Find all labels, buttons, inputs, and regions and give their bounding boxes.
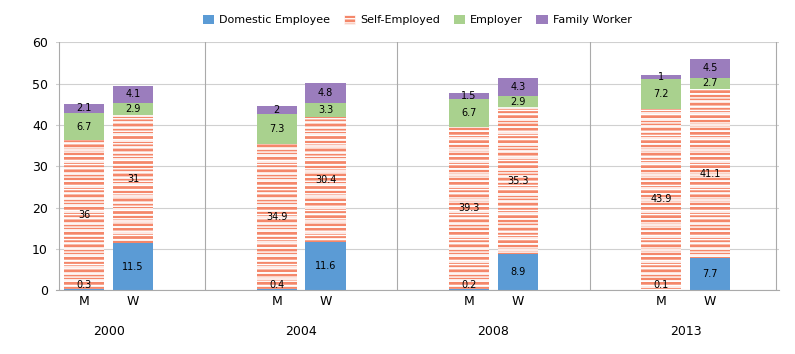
Text: 6.7: 6.7	[461, 108, 477, 118]
Text: 2.1: 2.1	[76, 103, 92, 113]
Bar	[305, 84, 346, 103]
Text: 0.3: 0.3	[77, 280, 92, 290]
Bar	[257, 289, 297, 290]
Bar	[257, 106, 297, 114]
Text: 2004: 2004	[285, 325, 317, 338]
Text: 0.2: 0.2	[461, 280, 477, 290]
Bar	[113, 243, 153, 290]
Bar	[305, 103, 346, 117]
Bar	[113, 115, 153, 243]
Text: 30.4: 30.4	[315, 175, 336, 184]
Bar	[113, 86, 153, 103]
Text: 2: 2	[273, 105, 280, 115]
Text: 4.1: 4.1	[126, 89, 141, 99]
Bar	[642, 75, 681, 79]
Bar	[498, 253, 538, 290]
Text: 0.1: 0.1	[653, 280, 669, 290]
Text: 11.6: 11.6	[315, 261, 336, 271]
Bar	[257, 114, 297, 144]
Text: 2.9: 2.9	[126, 104, 141, 114]
Text: 3.3: 3.3	[318, 105, 333, 115]
Text: 2000: 2000	[93, 325, 125, 338]
Bar	[113, 103, 153, 115]
Bar	[305, 117, 346, 242]
Text: 4.5: 4.5	[703, 63, 718, 73]
Bar	[449, 93, 489, 99]
Bar	[642, 79, 681, 109]
Text: 43.9: 43.9	[651, 194, 672, 204]
Bar	[498, 78, 538, 96]
Text: 7.7: 7.7	[703, 269, 718, 279]
Bar	[690, 258, 731, 290]
Bar	[449, 99, 489, 127]
Text: 11.5: 11.5	[122, 262, 144, 272]
Text: 4.3: 4.3	[510, 82, 525, 92]
Text: 34.9: 34.9	[266, 212, 287, 222]
Bar	[64, 289, 104, 290]
Text: 2.7: 2.7	[703, 78, 718, 88]
Text: 0.4: 0.4	[269, 280, 285, 290]
Bar	[449, 127, 489, 290]
Bar	[690, 78, 731, 89]
Bar	[642, 109, 681, 290]
Text: 6.7: 6.7	[76, 121, 92, 132]
Text: 7.2: 7.2	[653, 89, 669, 99]
Bar	[64, 104, 104, 113]
Text: 35.3: 35.3	[507, 176, 529, 185]
Text: 2.9: 2.9	[510, 97, 525, 107]
Text: 36: 36	[78, 210, 91, 220]
Text: 1.5: 1.5	[461, 91, 477, 101]
Text: 39.3: 39.3	[459, 203, 479, 213]
Text: 8.9: 8.9	[510, 267, 525, 277]
Text: 2008: 2008	[478, 325, 510, 338]
Text: 31: 31	[127, 174, 139, 184]
Text: 4.8: 4.8	[318, 88, 333, 98]
Text: 41.1: 41.1	[700, 169, 721, 179]
Text: 7.3: 7.3	[269, 124, 285, 135]
Bar	[64, 113, 104, 141]
Bar	[64, 141, 104, 289]
Bar	[690, 59, 731, 78]
Bar	[690, 89, 731, 258]
Text: 2013: 2013	[670, 325, 702, 338]
Bar	[498, 108, 538, 253]
Text: 1: 1	[658, 72, 665, 82]
Bar	[257, 144, 297, 289]
Bar	[305, 242, 346, 290]
Bar	[498, 96, 538, 108]
Legend: Domestic Employee, Self-Employed, Employer, Family Worker: Domestic Employee, Self-Employed, Employ…	[198, 11, 637, 30]
